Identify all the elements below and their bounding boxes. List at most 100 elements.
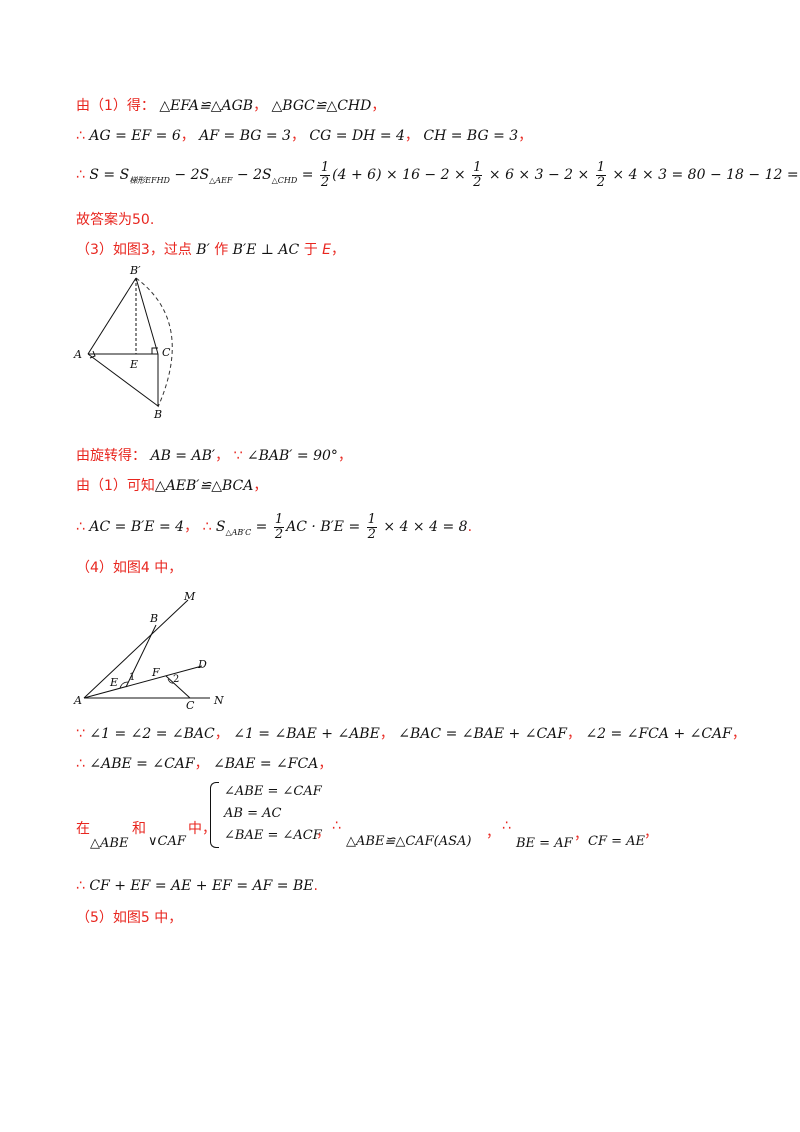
formula: CF = AE [588, 834, 646, 849]
segment-B'C [135, 277, 159, 355]
label-A: A [73, 694, 82, 707]
formula: △EFA≌△AGB [159, 98, 254, 114]
ray-AD [83, 665, 203, 699]
comma: ， [253, 98, 268, 114]
line-2: ∴ AG = EF = 6， AF = BG = 3， CG = DH = 4，… [76, 126, 532, 146]
formula: ∠BAB′ = 90° [246, 448, 338, 464]
period: . [313, 878, 318, 894]
comma: ， [253, 478, 268, 494]
ray-AM [83, 599, 189, 699]
label-E: E [109, 676, 118, 689]
label-C: C [162, 346, 171, 359]
comma: ， [214, 726, 229, 742]
triangle-ABE: △ABE [90, 836, 129, 851]
formula-part: S [215, 519, 226, 535]
comma: ， [180, 128, 195, 144]
formula: B′E ⊥ AC [232, 242, 300, 258]
formula-part: − 2S [232, 167, 272, 183]
label-D: D [197, 658, 207, 671]
subscript: △CHD [271, 175, 298, 185]
therefore-symbol: ∴ [76, 167, 85, 183]
formula: △AEB′≌△BCA [154, 478, 254, 494]
segment-AB' [87, 277, 137, 355]
formula: ∠1 = ∠BAE + ∠ABE [233, 726, 380, 742]
label-B: B [149, 612, 158, 625]
system-brace [210, 782, 219, 848]
line-13: ∴ CF + EF = AE + EF = AF = BE. [76, 876, 318, 896]
text: 由（1）得： [76, 98, 155, 114]
label-M: M [183, 590, 196, 603]
comma: ， [574, 827, 588, 843]
line-3: ∴ S = S梯形EFHD − 2S△AEF − 2S△CHD = 1 2 (4 +… [76, 160, 800, 190]
label-B-prime: B′ [129, 264, 141, 277]
formula: AB = AB′ [150, 448, 216, 464]
numerator: 1 [595, 159, 606, 176]
line-1: 由（1）得： △EFA≌△AGB， △BGC≌△CHD， [76, 96, 385, 116]
comma: ， [486, 825, 500, 841]
comma: ， [194, 756, 209, 772]
therefore-symbol: ∴ [502, 818, 511, 834]
therefore-symbol: ∴ [332, 818, 341, 834]
label-F: F [151, 666, 160, 679]
formula-part: S = S [89, 167, 130, 183]
formula: AG = EF = 6 [89, 128, 181, 144]
subscript: 梯形EFHD [129, 175, 170, 185]
because-symbol: ∵ [233, 448, 243, 464]
right-angle-mark [151, 347, 158, 354]
comma: ， [318, 756, 333, 772]
label-N: N [213, 694, 224, 707]
denominator: 2 [473, 174, 482, 190]
therefore-symbol: ∴ [202, 519, 212, 535]
numerator: 1 [273, 511, 285, 528]
line-6: 由旋转得： AB = AB′， ∵ ∠BAB′ = 90°， [76, 446, 352, 466]
denominator: 2 [320, 174, 330, 190]
formula: B′ [196, 242, 210, 258]
therefore-symbol: ∴ [76, 519, 85, 535]
text: 由旋转得： [76, 448, 146, 464]
formula: ∠1 = ∠2 = ∠BAC [89, 726, 215, 742]
formula-part: × 6 × 3 − 2 × [484, 167, 594, 183]
denominator: 2 [274, 526, 284, 542]
formula-part: (4 + 6) × 16 − 2 × [332, 167, 471, 183]
formula: CH = BG = 3 [423, 128, 519, 144]
formula: ∠BAC = ∠BAE + ∠CAF [398, 726, 567, 742]
system-eq-3: ∠BAE = ∠ACF [224, 828, 322, 843]
label-angle-1: 1 [129, 672, 135, 683]
comma: ， [337, 448, 352, 464]
segment-AB [87, 353, 159, 407]
line-10: ∵ ∠1 = ∠2 = ∠BAC， ∠1 = ∠BAE + ∠ABE， ∠BAC… [76, 724, 746, 744]
angle-2-arc [167, 678, 175, 684]
formula: CG = DH = 4 [309, 128, 405, 144]
formula-part: AC · B′E = [286, 519, 365, 535]
formula: CF + EF = AE + EF = AF = BE [89, 878, 314, 894]
formula: BE = AF [516, 836, 573, 851]
formula-part: × 4 × 3 = 80 − 18 − 12 = 50 [607, 167, 800, 183]
angle-1-arc [119, 681, 129, 689]
comma: ， [644, 825, 658, 841]
formula-part: − 2S [169, 167, 210, 183]
formula-part: × 4 × 4 = 8 [378, 519, 468, 535]
label-B: B [153, 408, 162, 421]
congruence-ASA: △ABE≌△CAF(ASA) [346, 834, 472, 849]
comma: ， [184, 519, 199, 535]
comma: ， [379, 726, 394, 742]
subscript: △AB′C [225, 527, 252, 537]
label-A: A [73, 348, 82, 361]
system-prefix: 在 [76, 818, 90, 838]
system-eq-2: AB = AC [224, 806, 282, 821]
comma: ， [567, 726, 581, 742]
formula: AC = B′E = 4 [89, 519, 185, 535]
segment-BE [125, 624, 157, 688]
answer-line: 故答案为50. [76, 212, 155, 228]
text: 由（1）可知 [76, 478, 155, 494]
line-8: ∴ AC = B′E = 4， ∴ S△AB′C = 1 2 AC · B′E = … [76, 512, 472, 542]
text: （3）如图3，过点 [76, 242, 192, 258]
formula: △BGC≌△CHD [271, 98, 372, 114]
line-9: （4）如图4 中， [76, 560, 183, 576]
text: 在 [76, 821, 90, 837]
comma: ， [371, 98, 386, 114]
